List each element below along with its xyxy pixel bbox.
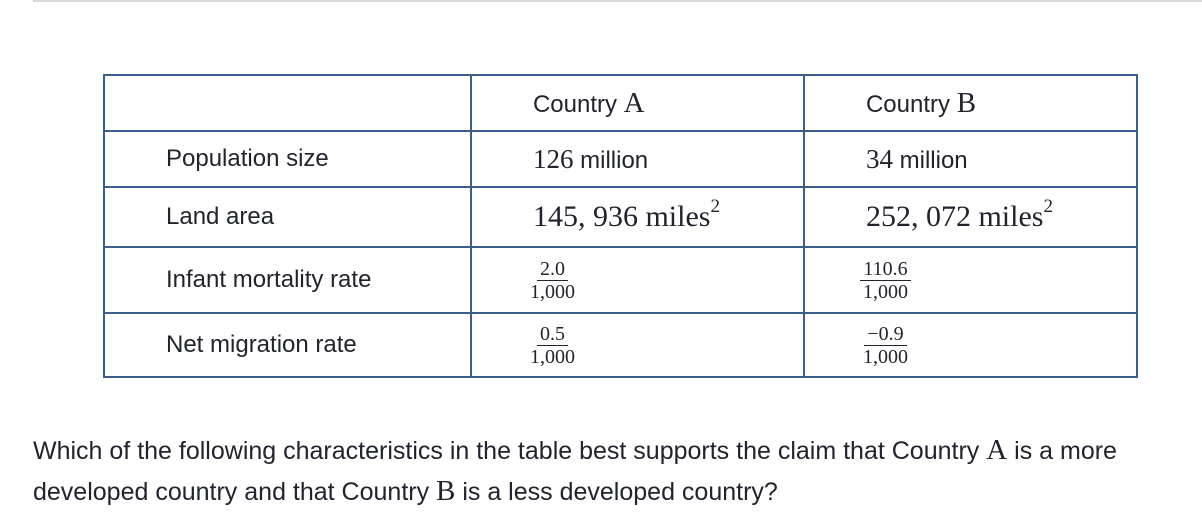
question-country-a-letter: A	[986, 434, 1008, 466]
top-divider	[33, 0, 1202, 2]
fraction-numerator: −0.9	[864, 324, 907, 346]
infant-mortality-b-fraction: 110.6 1,000	[860, 259, 911, 302]
net-migration-b-fraction: −0.9 1,000	[860, 324, 911, 367]
header-country-b-prefix: Country	[865, 90, 951, 118]
table-row: Population size 126 million 34 million	[103, 130, 1139, 188]
population-b-number: 34	[865, 143, 893, 174]
table-row: Infant mortality rate 2.0 1,000 110.6 1,…	[103, 246, 1139, 314]
land-area-country-a: 145, 936 miles2	[469, 186, 805, 248]
land-area-b-value: 252, 072 miles	[865, 200, 1044, 233]
population-a-unit: million	[580, 146, 649, 174]
net-migration-country-a: 0.5 1,000	[469, 312, 805, 378]
fraction-numerator: 0.5	[536, 324, 568, 346]
header-country-a: Country A	[469, 74, 805, 132]
question-text-1: Which of the following characteristics i…	[33, 437, 987, 465]
land-area-b-exponent: 2	[1043, 196, 1053, 217]
population-a-number: 126	[532, 143, 574, 174]
comparison-table: Country A Country B Population size 126 …	[103, 74, 1139, 378]
row-label-population: Population size	[103, 130, 472, 188]
net-migration-country-b: −0.9 1,000	[802, 312, 1139, 378]
fraction-denominator: 1,000	[529, 280, 575, 303]
question-country-b-letter: B	[436, 475, 456, 507]
fraction-numerator: 2.0	[536, 259, 568, 281]
infant-mortality-country-b: 110.6 1,000	[802, 246, 1139, 314]
table-row: Land area 145, 936 miles2 252, 072 miles…	[103, 186, 1139, 248]
row-label-land-area: Land area	[103, 186, 472, 248]
land-area-a-exponent: 2	[710, 196, 720, 217]
table-header-row: Country A Country B	[103, 74, 1139, 132]
population-country-b: 34 million	[802, 130, 1139, 188]
fraction-denominator: 1,000	[862, 345, 908, 368]
fraction-denominator: 1,000	[529, 345, 575, 368]
land-area-country-b: 252, 072 miles2	[802, 186, 1139, 248]
fraction-numerator: 110.6	[860, 259, 911, 281]
fraction-denominator: 1,000	[862, 280, 908, 303]
header-country-a-prefix: Country	[532, 90, 617, 118]
question-text-2: is a more developed country and that Cou…	[33, 437, 1117, 506]
population-b-unit: million	[899, 146, 968, 174]
question-prompt: Which of the following characteristics i…	[33, 430, 1198, 512]
row-label-net-migration: Net migration rate	[103, 312, 472, 378]
header-country-b-letter: B	[956, 86, 977, 119]
population-country-a: 126 million	[469, 130, 805, 188]
table-row: Net migration rate 0.5 1,000 −0.9 1,000	[103, 312, 1139, 378]
infant-mortality-country-a: 2.0 1,000	[469, 246, 805, 314]
infant-mortality-a-fraction: 2.0 1,000	[527, 259, 578, 302]
question-text-3: is a less developed country?	[455, 478, 778, 506]
header-country-a-letter: A	[623, 86, 645, 119]
header-blank-cell	[103, 74, 472, 132]
net-migration-a-fraction: 0.5 1,000	[527, 324, 578, 367]
land-area-a-value: 145, 936 miles	[532, 200, 711, 233]
header-country-b: Country B	[802, 74, 1139, 132]
row-label-infant-mortality: Infant mortality rate	[103, 246, 472, 314]
